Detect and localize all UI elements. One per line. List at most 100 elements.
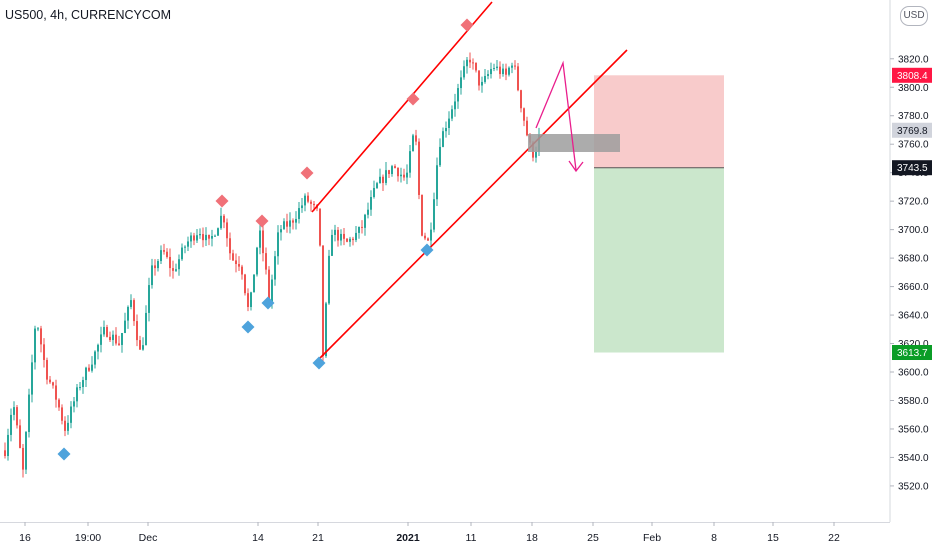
candle-body — [313, 203, 315, 206]
candle-body — [385, 170, 387, 183]
candle-body — [415, 135, 417, 142]
price-tick-label: 3580.0 — [898, 396, 929, 407]
candle — [175, 263, 177, 272]
candle — [511, 62, 513, 74]
projection-arrowhead — [568, 160, 584, 173]
candle — [241, 264, 243, 280]
stop-loss-zone — [594, 75, 724, 168]
candle-body — [94, 351, 96, 365]
candle — [88, 364, 90, 373]
candle — [379, 168, 381, 184]
candle-body — [181, 247, 183, 260]
candle-body — [142, 345, 144, 350]
candle — [523, 107, 525, 127]
candle — [235, 253, 237, 273]
candle-body — [31, 362, 33, 395]
candle-body — [475, 62, 477, 71]
price-tick-label: 3660.0 — [898, 282, 929, 293]
candle — [103, 320, 105, 337]
candle — [424, 232, 426, 241]
candle-body — [52, 382, 54, 386]
candle-body — [154, 265, 156, 269]
candle-body — [427, 238, 429, 241]
candle — [505, 63, 507, 81]
candle-body — [379, 176, 381, 184]
candle — [109, 331, 111, 343]
candle — [13, 401, 15, 421]
candle — [202, 227, 204, 248]
candle-body — [130, 300, 132, 307]
candle-body — [58, 399, 60, 408]
candle-body — [178, 259, 180, 270]
candle — [409, 145, 411, 178]
candle-body — [244, 274, 246, 294]
candle — [82, 376, 84, 394]
candle-body — [301, 205, 303, 209]
candle — [475, 62, 477, 73]
candle-body — [499, 66, 501, 75]
candle-body — [466, 59, 468, 67]
price-tick-label: 3800.0 — [898, 83, 929, 94]
candle-body — [493, 67, 495, 70]
currency-button[interactable]: USD — [900, 6, 928, 26]
candle — [430, 222, 432, 248]
candle — [133, 298, 135, 326]
swing-low-marker — [57, 447, 71, 461]
candle-body — [346, 238, 348, 242]
candle — [247, 288, 249, 312]
candle — [517, 62, 519, 92]
candle — [286, 213, 288, 233]
candle — [163, 243, 165, 255]
candle-body — [517, 66, 519, 91]
price-tag: 3808.4 — [892, 67, 932, 83]
candle-body — [112, 334, 114, 341]
candle — [358, 226, 360, 239]
candle-body — [490, 69, 492, 75]
price-tags: 3808.4 3769.8 3743.5 3613.7 — [892, 67, 932, 361]
candle — [295, 211, 297, 230]
candle-body — [13, 407, 15, 415]
candle — [121, 332, 123, 353]
candle — [118, 335, 120, 346]
candle — [322, 245, 324, 363]
candle-body — [451, 109, 453, 119]
candle — [187, 236, 189, 251]
price-tick-label: 3820.0 — [898, 54, 929, 65]
candle-body — [103, 327, 105, 335]
candle-body — [343, 233, 345, 239]
candle-body — [34, 328, 36, 363]
candle — [283, 218, 285, 230]
candle-body — [400, 174, 402, 177]
candle — [472, 58, 474, 70]
candle — [499, 61, 501, 79]
price-tag-label: 3769.8 — [897, 126, 928, 137]
candle-body — [322, 245, 324, 357]
candle-body — [247, 293, 249, 307]
candle — [373, 180, 375, 199]
candle-body — [403, 174, 405, 178]
candle-body — [526, 120, 528, 136]
candle-body — [91, 364, 93, 371]
candle — [355, 225, 357, 243]
candle-body — [214, 235, 216, 237]
candle-body — [463, 66, 465, 78]
entry-box — [528, 134, 620, 152]
candle-body — [223, 215, 225, 223]
candle-body — [292, 220, 294, 223]
price-tag: 3769.8 — [892, 122, 932, 138]
candle — [298, 201, 300, 224]
time-tick-label: 19:00 — [75, 532, 101, 544]
candle — [463, 60, 465, 80]
candle-body — [454, 101, 456, 110]
price-tag-bg — [892, 67, 932, 83]
candle — [214, 234, 216, 237]
candle-body — [397, 167, 399, 177]
symbol-title: US500, 4h, CURRENCYCOM — [5, 8, 172, 22]
candle — [451, 105, 453, 122]
candle — [400, 167, 402, 183]
candle-body — [259, 230, 261, 248]
channel-lower-line — [319, 49, 628, 359]
candle-body — [289, 220, 291, 227]
candle-body — [199, 234, 201, 236]
